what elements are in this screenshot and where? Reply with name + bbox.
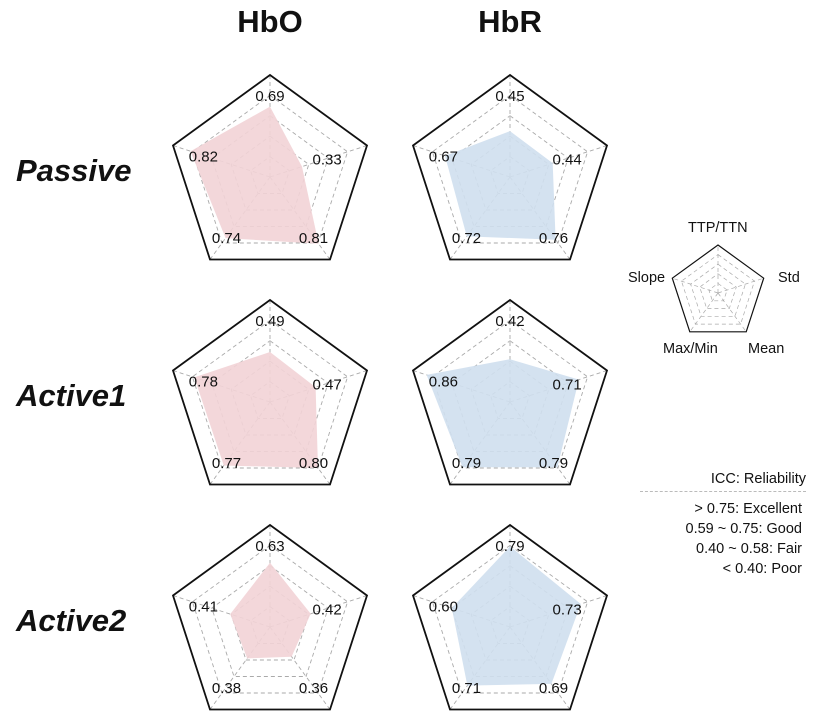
legend-radar <box>671 244 765 333</box>
data-label-active1-hbr-2: 0.79 <box>539 455 568 472</box>
data-label-active2-hbo-3: 0.38 <box>212 680 241 697</box>
grid-ring <box>191 544 349 694</box>
radar-frame <box>411 298 609 486</box>
grid-ring <box>431 94 589 244</box>
data-label-active2-hbr-4: 0.60 <box>429 598 458 615</box>
row-title-passive: Passive <box>16 153 132 188</box>
radar-area-active1-hbr <box>426 359 579 468</box>
column-title-hbr: HbR <box>478 4 542 39</box>
axis-spoke <box>717 292 747 333</box>
axis-spoke <box>717 277 764 294</box>
data-label-active1-hbo-1: 0.47 <box>312 377 341 394</box>
radar-area-active2-hbr <box>451 546 581 686</box>
icc-level-excellent: > 0.75: Excellent <box>694 501 802 517</box>
grid-ring <box>211 115 329 227</box>
data-label-active2-hbo-1: 0.42 <box>312 602 341 619</box>
grid-ring <box>690 263 746 317</box>
column-title-hbo: HbO <box>237 4 303 39</box>
data-label-active2-hbo-4: 0.41 <box>189 598 218 615</box>
icc-title: ICC: Reliability <box>640 471 806 492</box>
data-label-active1-hbo-0: 0.49 <box>255 313 284 330</box>
data-label-passive-hbr-1: 0.44 <box>552 152 581 169</box>
data-label-active1-hbo-3: 0.77 <box>212 455 241 472</box>
radar-frame <box>171 298 369 486</box>
grid-ring <box>191 94 349 244</box>
grid-ring <box>451 115 569 227</box>
grid-ring <box>431 544 589 694</box>
data-label-active2-hbr-0: 0.79 <box>495 538 524 555</box>
icc-level-good: 0.59 ~ 0.75: Good <box>685 521 803 537</box>
legend-label-ttp: TTP/TTN <box>688 220 748 236</box>
grid-ring <box>211 340 329 452</box>
grid-ring <box>681 254 755 325</box>
data-label-passive-hbr-2: 0.76 <box>539 230 568 247</box>
data-label-passive-hbo-1: 0.33 <box>312 152 341 169</box>
radar-chart-active1-hbr: 0.42 0.71 0.79 0.79 0.86 <box>411 298 609 486</box>
radar-chart-passive-hbo: 0.69 0.33 0.81 0.74 0.82 <box>171 73 369 261</box>
data-label-active1-hbo-2: 0.80 <box>299 455 328 472</box>
legend-label-mean: Mean <box>748 341 785 357</box>
grid-ring <box>699 273 737 309</box>
radar-chart-active2-hbo: 0.63 0.42 0.36 0.38 0.41 <box>171 523 369 711</box>
grid-ring <box>211 565 329 677</box>
data-label-passive-hbr-4: 0.67 <box>429 148 458 165</box>
data-label-passive-hbr-0: 0.45 <box>495 88 524 105</box>
icc-level-poor: < 0.40: Poor <box>722 561 802 577</box>
radar-chart-active2-hbr: 0.79 0.73 0.69 0.71 0.60 <box>411 523 609 711</box>
data-label-active2-hbr-1: 0.73 <box>552 602 581 619</box>
radar-area-passive-hbr <box>445 131 556 240</box>
grid-ring <box>708 282 728 302</box>
data-label-active1-hbr-3: 0.79 <box>452 455 481 472</box>
grid-ring <box>191 319 349 469</box>
legend-label-maxmin: Max/Min <box>663 341 718 357</box>
data-label-active2-hbo-0: 0.63 <box>255 538 284 555</box>
radar-chart-passive-hbr: 0.45 0.44 0.76 0.72 0.67 <box>411 73 609 261</box>
data-label-active1-hbr-1: 0.71 <box>552 377 581 394</box>
axis-spoke <box>689 292 719 333</box>
data-label-active2-hbo-2: 0.36 <box>299 680 328 697</box>
radar-chart-active1-hbo: 0.49 0.47 0.80 0.77 0.78 <box>171 298 369 486</box>
radar-frame <box>171 523 369 711</box>
row-title-active1: Active1 <box>16 378 127 413</box>
radar-frame <box>671 244 765 333</box>
data-label-passive-hbo-3: 0.74 <box>212 230 241 247</box>
grid-ring <box>431 319 589 469</box>
axis-spoke <box>672 277 719 294</box>
data-label-passive-hbr-3: 0.72 <box>452 230 481 247</box>
radar-frame <box>411 523 609 711</box>
data-label-active1-hbr-0: 0.42 <box>495 313 524 330</box>
data-label-passive-hbo-4: 0.82 <box>189 148 218 165</box>
radar-area-active2-hbo <box>230 562 311 659</box>
radar-frame <box>171 73 369 261</box>
data-label-active2-hbr-3: 0.71 <box>452 680 481 697</box>
icc-level-fair: 0.40 ~ 0.58: Fair <box>696 541 802 557</box>
data-label-active1-hbr-4: 0.86 <box>429 373 458 390</box>
data-label-passive-hbo-0: 0.69 <box>255 88 284 105</box>
legend-label-std: Std <box>778 270 800 286</box>
legend-label-slope: Slope <box>628 270 666 286</box>
radar-area-active1-hbo <box>194 352 318 468</box>
radar-frame <box>411 73 609 261</box>
row-title-active2: Active2 <box>16 603 127 638</box>
data-label-active2-hbr-2: 0.69 <box>539 680 568 697</box>
data-label-passive-hbo-2: 0.81 <box>299 230 328 247</box>
radar-area-passive-hbo <box>190 106 319 244</box>
data-label-active1-hbo-4: 0.78 <box>189 373 218 390</box>
